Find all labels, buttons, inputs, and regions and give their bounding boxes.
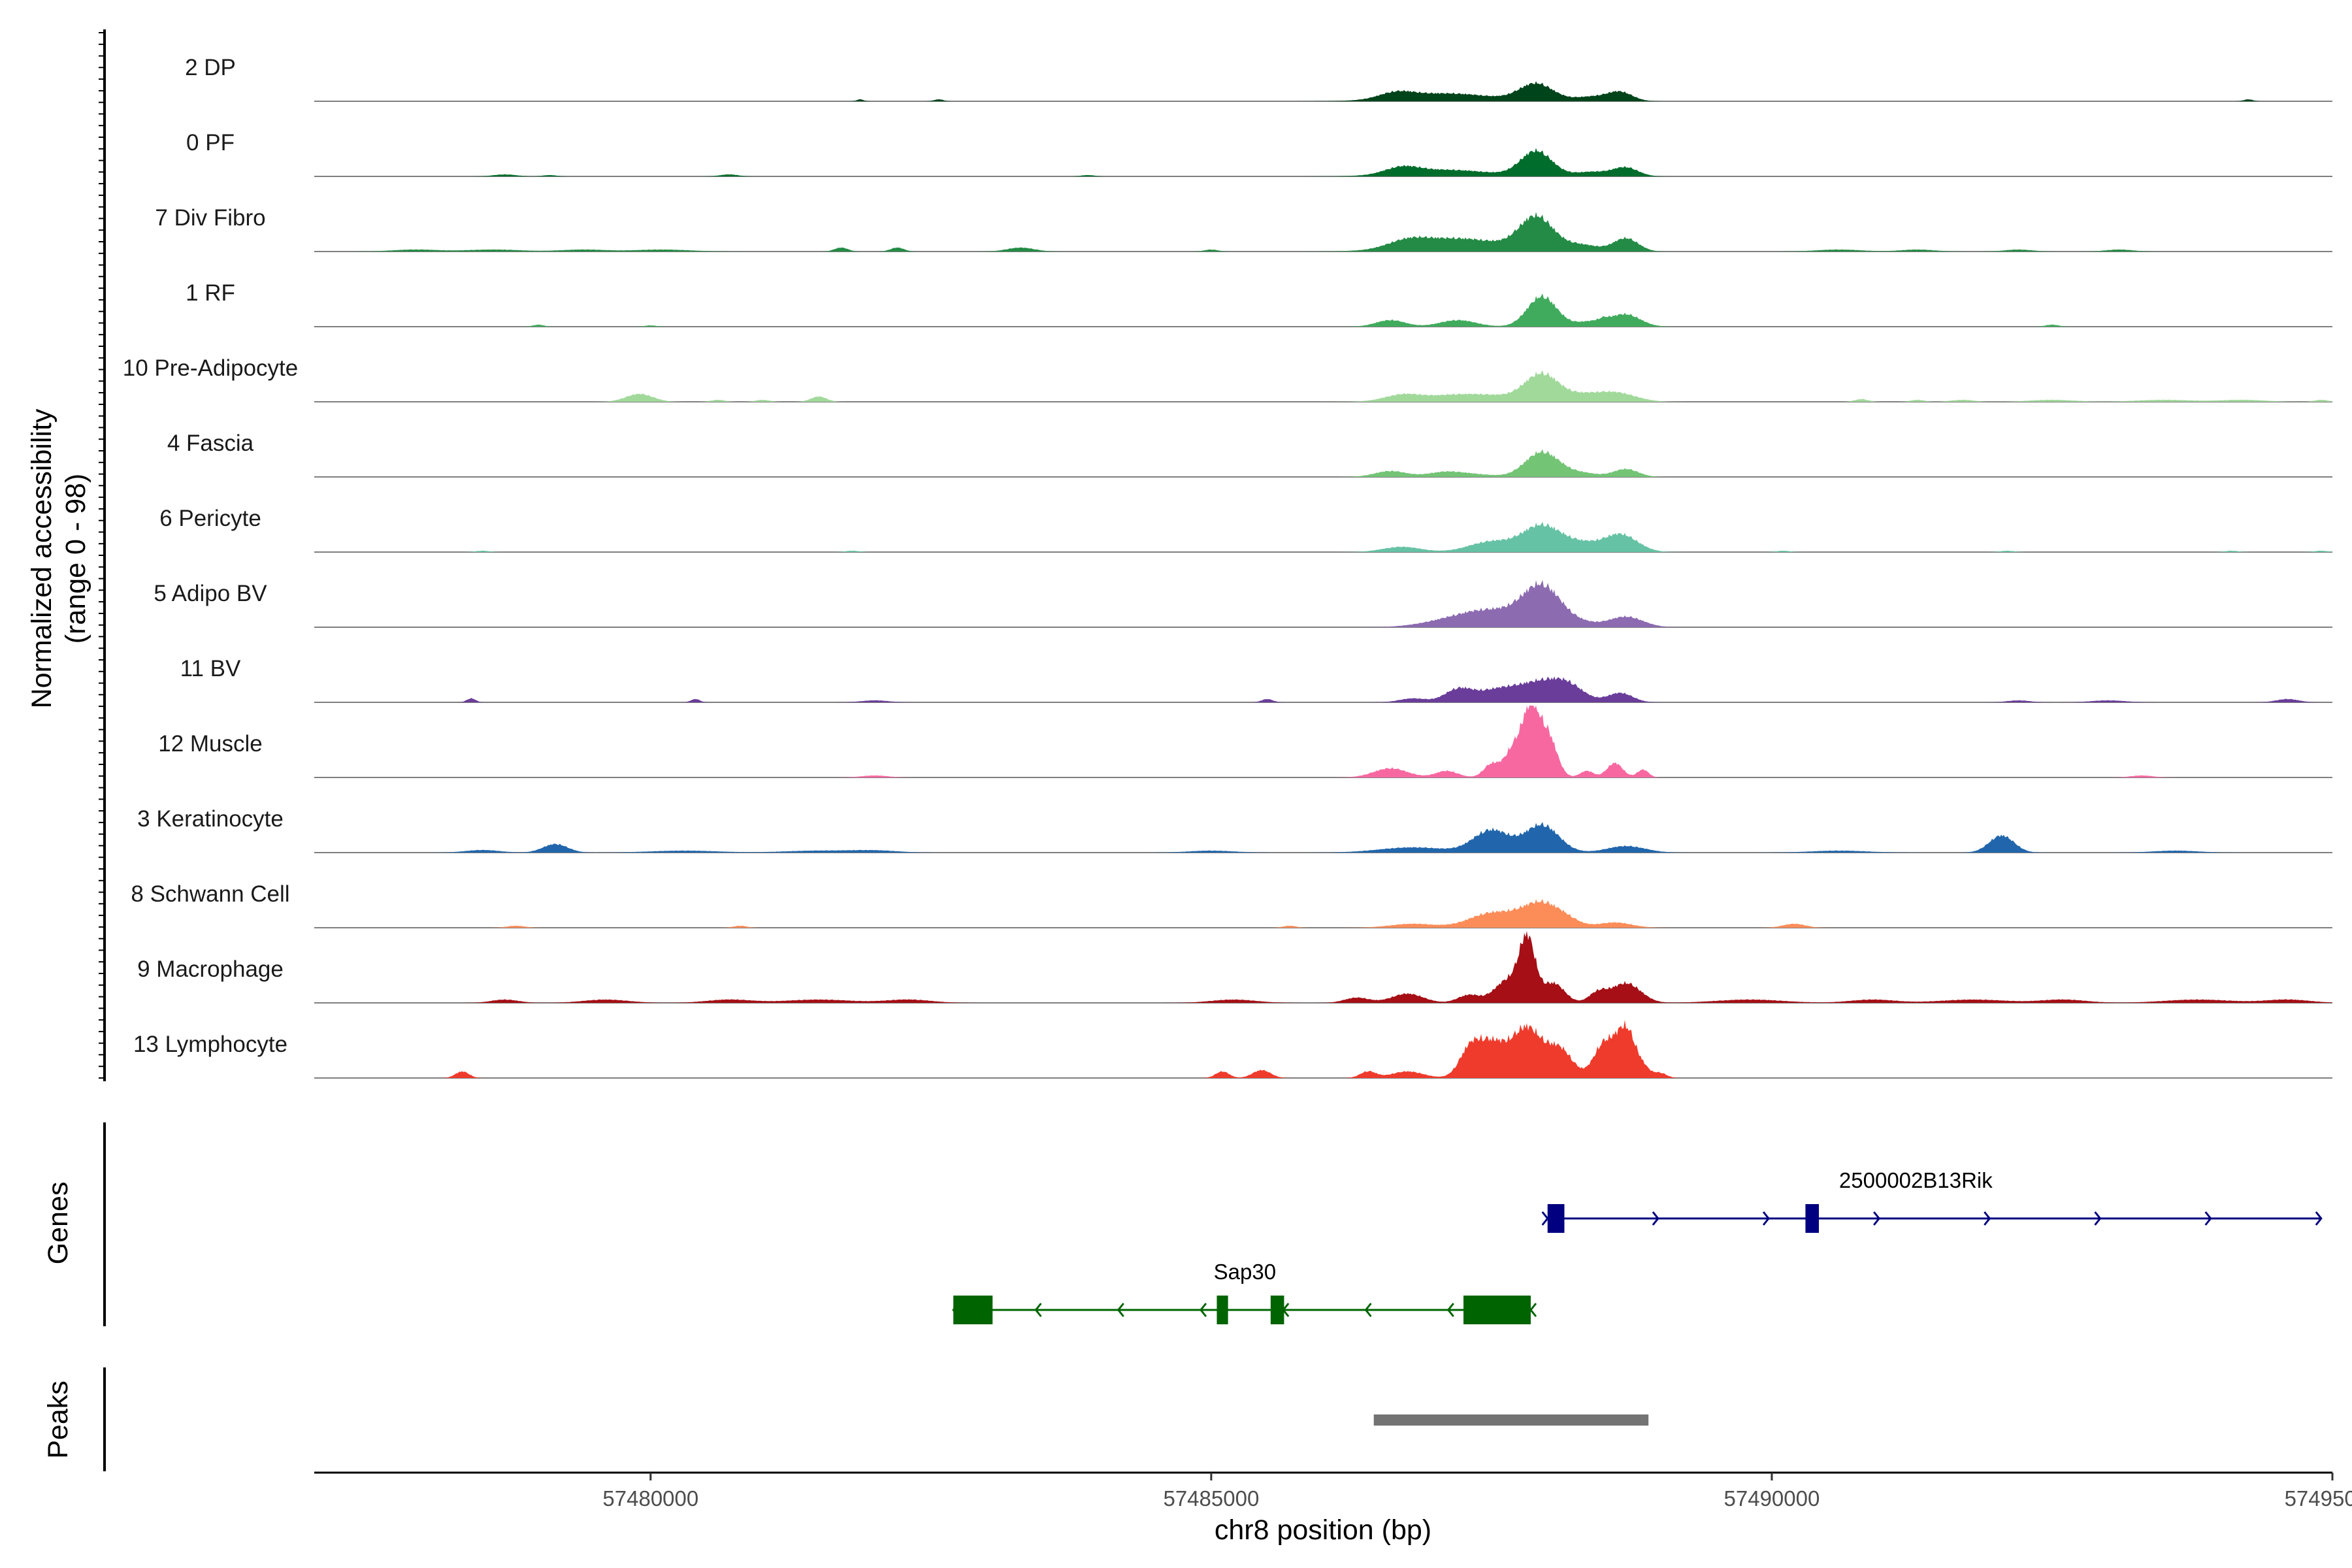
track-label: 0 PF [186,130,235,155]
track-13: 9 Macrophage [137,931,2332,1004]
strand-arrow [1541,1211,1549,1226]
gene-annotations: 2500002B13Rik Sap30 [952,1168,2323,1324]
y-axis-ticks [99,29,106,1081]
track-2: 0 PF [186,130,2332,177]
gene-sap30: Sap30 [952,1260,1537,1324]
coverage-area [314,81,2332,101]
strand-arrow [2094,1211,2102,1226]
x-tick-label: 57495000 [2285,1486,2352,1511]
track-label: 9 Macrophage [137,956,284,982]
track-label: 8 Schwann Cell [131,881,289,907]
coverage-area [314,370,2332,402]
strand-arrow [1200,1303,1207,1317]
strand-arrow [2204,1211,2212,1226]
coverage-area [314,148,2332,176]
strand-arrow [1873,1211,1881,1226]
track-8: 5 Adipo BV [154,580,2332,628]
genes-panel-title: Genes [42,1182,74,1265]
coverage-area [314,293,2332,327]
track-label: 11 BV [180,656,241,681]
strand-arrow [1117,1303,1124,1317]
track-9: 11 BV [180,656,2332,703]
coverage-area [314,676,2332,702]
gene-name: Sap30 [1214,1260,1276,1284]
strand-arrow [1984,1211,1991,1226]
track-label: 5 Adipo BV [154,581,267,606]
exon [1805,1204,1820,1233]
track-label: 13 Lymphocyte [133,1032,287,1057]
track-1: 2 DP [185,55,2332,102]
coverage-area [314,1020,2332,1078]
track-14: 13 Lymphocyte [133,1020,2332,1079]
gene-name: 2500002B13Rik [1839,1168,1993,1192]
track-label: 12 Muscle [158,731,263,757]
strand-arrow [1529,1303,1537,1317]
exon [1270,1296,1284,1324]
track-label: 6 Pericyte [159,506,261,531]
track-label: 4 Fascia [167,431,254,456]
strand-arrow [1364,1303,1372,1317]
coverage-tracks: 2 DP 0 PF 7 Div Fibro 1 RF 10 Pre-Adipocyte 4… [123,55,2332,1079]
x-axis-title: chr8 position (bp) [1215,1514,1431,1546]
strand-arrow [1652,1211,1659,1226]
track-6: 4 Fascia [167,431,2332,478]
track-11: 3 Keratinocyte [137,806,2332,853]
track-label: 10 Pre-Adipocyte [123,355,298,381]
y-axis-title: Normalized accessibility [26,408,57,708]
track-3: 7 Div Fibro [155,205,2332,252]
strand-arrow [1034,1303,1042,1317]
coverage-area [314,931,2332,1003]
peaks-panel-title: Peaks [42,1380,74,1459]
coverage-area [314,580,2332,627]
exon [1547,1204,1565,1233]
exon [1463,1296,1531,1324]
x-tick-label: 57485000 [1163,1486,1259,1511]
coverage-area [314,706,2332,777]
strand-arrow [1446,1303,1454,1317]
coverage-area [314,212,2332,252]
exon [1217,1296,1228,1324]
track-label: 7 Div Fibro [155,205,265,231]
track-7: 6 Pericyte [159,506,2332,553]
x-tick-label: 57490000 [1724,1486,1820,1511]
strand-arrow [2315,1211,2323,1226]
track-label: 2 DP [185,55,236,80]
track-5: 10 Pre-Adipocyte [123,355,2332,402]
y-axis-range: (range 0 - 98) [60,474,91,644]
peak-regions [1373,1414,1649,1426]
coverage-area [314,449,2332,477]
track-label: 3 Keratinocyte [137,806,284,832]
coverage-area [314,521,2332,552]
exon [953,1296,993,1324]
x-axis-ticks: 57480000 57485000 57490000 57495000 [602,1473,2352,1511]
track-10: 12 Muscle [158,706,2332,778]
peak-bar [1373,1414,1649,1426]
track-4: 1 RF [186,280,2332,327]
track-label: 1 RF [186,280,235,306]
track-12: 8 Schwann Cell [131,881,2332,928]
x-tick-label: 57480000 [602,1486,698,1511]
coverage-area [314,822,2332,853]
strand-arrow [1762,1211,1770,1226]
gene-2500002b13rik: 2500002B13Rik [1541,1168,2323,1233]
coverage-area [314,899,2332,928]
